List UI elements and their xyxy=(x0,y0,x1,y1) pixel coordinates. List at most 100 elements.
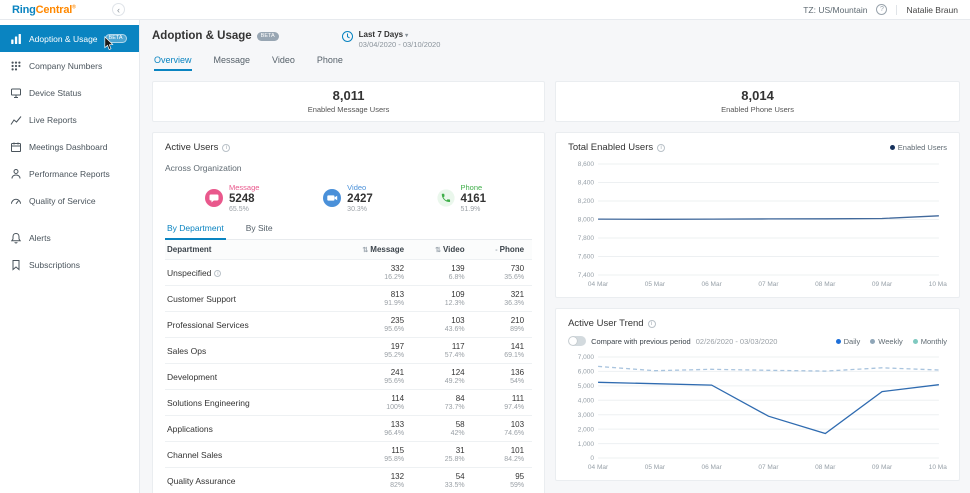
table-row-quality-assurance[interactable]: Quality Assurance 132 82% 54 33.5% 95 59% xyxy=(165,467,533,493)
metric-name: Phone xyxy=(460,183,483,192)
svg-text:8,400: 8,400 xyxy=(578,180,595,187)
phone-icon xyxy=(436,189,455,207)
sidebar-item-label: Quality of Service xyxy=(29,195,96,206)
column-label: Department xyxy=(167,245,212,254)
sidebar-item-live-reports[interactable]: Live Reports xyxy=(0,106,139,133)
stat-value: 8,011 xyxy=(332,88,365,103)
legend-monthly[interactable]: Monthly xyxy=(912,337,947,346)
svg-text:04 Mar: 04 Mar xyxy=(588,464,609,471)
meetings-icon xyxy=(10,141,22,153)
phone-value: 730 xyxy=(510,264,525,273)
table-row-solutions-engineering[interactable]: Solutions Engineering 114 100% 84 73.7% 11… xyxy=(165,389,533,416)
sidebar-item-subscriptions[interactable]: Subscriptions xyxy=(0,251,139,278)
metrics-row: Message 5248 65.5% Video 2427 30.3% Phon… xyxy=(165,183,532,213)
legend-label: Weekly xyxy=(878,336,903,346)
video-percent: 49.2% xyxy=(444,378,465,385)
department-name: Development xyxy=(167,371,218,382)
sidebar-item-meetings-dashboard[interactable]: Meetings Dashboard xyxy=(0,133,139,160)
table-row-channel-sales[interactable]: Channel Sales 115 95.8% 31 25.8% 101 84.2% xyxy=(165,441,533,468)
message-icon xyxy=(205,189,223,207)
stat-label: Enabled Phone Users xyxy=(721,105,795,114)
message-value: 332 xyxy=(390,264,405,273)
compare-toggle[interactable] xyxy=(568,336,587,346)
active-users-card: Active Users i Across Organization Messag… xyxy=(152,132,546,493)
legend-daily[interactable]: Daily xyxy=(835,337,860,346)
column-header-video[interactable]: ⇅ Video xyxy=(412,240,473,260)
table-row-customer-support[interactable]: Customer Support 813 91.9% 109 12.3% 321 36… xyxy=(165,285,533,312)
table-row-unspecified[interactable]: Unspecified i 332 16.2% 139 6.8% 730 35.6% xyxy=(165,259,533,286)
video-value: 109 xyxy=(451,290,465,299)
metric-percent: 65.5% xyxy=(229,206,249,213)
timezone-selector[interactable]: TZ: US/Mountain xyxy=(803,4,868,15)
tab-by-department[interactable]: By Department xyxy=(165,223,226,240)
message-value: 813 xyxy=(390,290,405,299)
bell-icon xyxy=(10,232,22,244)
stat-card-enabled-message-users: 8,011 Enabled Message Users xyxy=(152,81,546,122)
sidebar-item-company-numbers[interactable]: Company Numbers xyxy=(0,52,139,79)
department-table: Department ⇅ Message ⇅ Video - Phone Unspecifi… xyxy=(165,240,533,493)
department-name: Unspecified xyxy=(167,267,212,278)
chevron-down-icon: ▾ xyxy=(405,33,409,39)
compare-label: Compare with previous period xyxy=(591,336,691,346)
column-label: Phone xyxy=(499,245,525,254)
phone-value: 103 xyxy=(510,420,525,429)
svg-text:08 Mar: 08 Mar xyxy=(815,464,836,471)
sidebar-item-device-status[interactable]: Device Status xyxy=(0,79,139,106)
content-grid: Active Users i Across Organization Messag… xyxy=(152,132,960,493)
sidebar-item-adoption-usage[interactable]: Adoption & Usage BETA xyxy=(0,25,139,52)
message-percent: 91.9% xyxy=(384,300,405,307)
dialpad-icon xyxy=(10,60,22,72)
sidebar-item-performance-reports[interactable]: Performance Reports xyxy=(0,160,139,187)
sidebar-item-alerts[interactable]: Alerts xyxy=(0,224,139,251)
user-menu[interactable]: Natalie Braun xyxy=(906,4,958,15)
sidebar-item-label: Live Reports xyxy=(29,114,77,125)
legend-dot-icon xyxy=(889,145,895,150)
tab-video[interactable]: Video xyxy=(272,55,295,65)
tab-phone[interactable]: Phone xyxy=(316,55,343,65)
table-row-applications[interactable]: Applications 133 96.4% 58 42% 103 74.6% xyxy=(165,415,533,442)
sidebar-collapse-button[interactable]: ‹ xyxy=(112,3,125,16)
phone-value: 141 xyxy=(510,342,525,351)
registered-mark: ® xyxy=(72,3,76,10)
column-header-message[interactable]: ⇅ Message xyxy=(333,240,413,260)
legend-weekly[interactable]: Weekly xyxy=(870,336,903,346)
legend-enabled-users[interactable]: Enabled Users xyxy=(889,143,947,152)
total-enabled-users-chart: 7,400 7,600 7,800 8,000 8,200 8,400 8,600 04 Ma… xyxy=(578,161,947,288)
video-value: 54 xyxy=(455,472,465,481)
sidebar-item-quality-of-service[interactable]: Quality of Service xyxy=(0,187,139,214)
main-content: Adoption & Usage BETA Last 7 Days ▾ 03/04… xyxy=(140,20,970,493)
phone-value: 210 xyxy=(510,316,525,325)
active-user-trend-chart: 0 1,000 2,000 3,000 4,000 5,000 6,000 7,000 04 M… xyxy=(578,354,947,471)
table-header-row: Department ⇅ Message ⇅ Video - Phone xyxy=(165,240,533,260)
column-label: Message xyxy=(370,245,405,254)
info-icon[interactable]: i xyxy=(647,319,656,328)
phone-percent: 35.6% xyxy=(504,274,525,281)
svg-text:09 Mar: 09 Mar xyxy=(872,281,893,288)
message-value: 241 xyxy=(390,368,405,377)
svg-text:5,000: 5,000 xyxy=(578,383,595,390)
message-value: 115 xyxy=(391,446,405,455)
metric-name: Message xyxy=(229,183,260,192)
info-icon[interactable]: i xyxy=(214,270,222,277)
info-icon[interactable]: i xyxy=(222,143,231,152)
tab-message[interactable]: Message xyxy=(213,55,251,65)
table-row-professional-services[interactable]: Professional Services 235 95.6% 103 43.6% … xyxy=(165,311,533,338)
video-percent: 12.3% xyxy=(444,300,465,307)
help-icon[interactable]: ? xyxy=(876,4,888,15)
brand-central: Central xyxy=(35,3,73,16)
metric-phone: Phone 4161 51.9% xyxy=(436,183,486,213)
date-range-selector[interactable]: Last 7 Days ▾ 03/04/2020 - 03/10/2020 xyxy=(341,30,440,49)
tab-by-site[interactable]: By Site xyxy=(245,223,273,233)
message-percent: 82% xyxy=(390,482,405,489)
svg-text:06 Mar: 06 Mar xyxy=(702,281,723,288)
table-row-sales-ops[interactable]: Sales Ops 197 95.2% 117 57.4% 141 69.1% xyxy=(165,337,533,364)
sidebar-item-label: Meetings Dashboard xyxy=(29,141,108,152)
topbar-right: TZ: US/Mountain ? Natalie Braun xyxy=(803,4,958,15)
tab-overview[interactable]: Overview xyxy=(154,55,192,71)
phone-value: 321 xyxy=(510,290,525,299)
column-header-phone[interactable]: - Phone xyxy=(472,240,533,260)
video-percent: 73.7% xyxy=(444,404,465,411)
column-label: Video xyxy=(442,245,465,254)
table-row-development[interactable]: Development 241 95.6% 124 49.2% 136 54% xyxy=(165,363,533,390)
info-icon[interactable]: i xyxy=(657,143,666,152)
